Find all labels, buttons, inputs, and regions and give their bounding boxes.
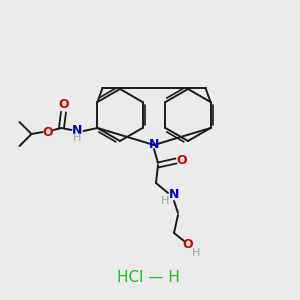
Text: O: O — [42, 125, 53, 139]
Text: HCl — H: HCl — H — [117, 271, 179, 286]
Text: H: H — [73, 133, 82, 143]
Text: N: N — [149, 139, 159, 152]
Text: H: H — [161, 196, 169, 206]
Text: O: O — [183, 238, 193, 251]
Text: H: H — [192, 248, 200, 258]
Text: O: O — [177, 154, 187, 167]
Text: O: O — [58, 98, 69, 112]
Text: N: N — [72, 124, 83, 136]
Text: N: N — [169, 188, 179, 202]
